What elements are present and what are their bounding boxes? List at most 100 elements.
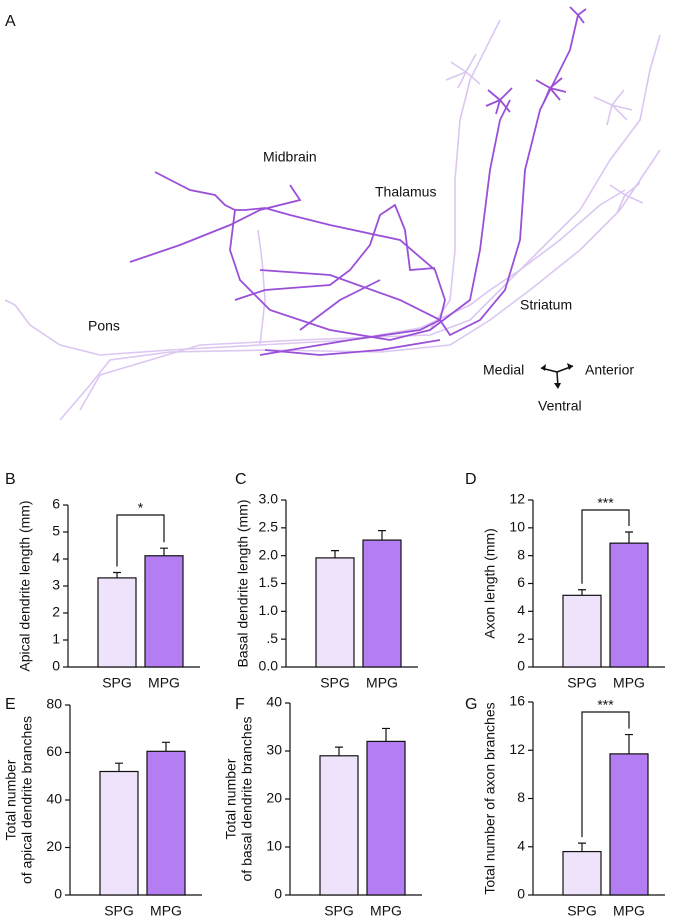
y-tick-label: 3.0 [259, 491, 279, 507]
bar [609, 753, 649, 896]
y-tick-label: 0.0 [259, 658, 279, 674]
panel-label: E [5, 696, 16, 713]
y-axis-label: Axon length (mm) [482, 528, 498, 638]
y-tick-label: 20 [266, 790, 282, 806]
y-tick-label: 2 [517, 630, 525, 646]
error-bar [331, 550, 339, 558]
y-tick-label: 20 [46, 838, 62, 854]
y-tick-label: 12 [509, 491, 525, 507]
panel-label: A [5, 13, 16, 30]
y-tick-label: 40 [46, 791, 62, 807]
y-tick-label: 6 [517, 574, 525, 590]
significance-label: * [138, 500, 144, 516]
y-tick-label: 2.5 [259, 519, 279, 535]
annotation: Pons [88, 318, 120, 334]
y-tick-label: 1 [52, 631, 60, 647]
y-axis-label: of basal dendrite branches [239, 717, 255, 882]
y-tick-label: 10 [509, 519, 525, 535]
bar [562, 594, 602, 668]
panel-label: D [465, 471, 477, 488]
y-tick-label: 60 [46, 743, 62, 759]
y-tick-label: 4 [52, 550, 60, 566]
panel-label: G [465, 696, 477, 713]
annotation: Medial [483, 362, 524, 378]
y-axis-label: Total number [3, 759, 19, 840]
x-tick-label: MPG [366, 675, 398, 691]
error-bar [113, 571, 121, 578]
y-tick-label: 0 [274, 886, 282, 902]
error-bar [160, 547, 168, 556]
x-tick-label: MPG [613, 903, 645, 919]
y-tick-label: 8 [517, 546, 525, 562]
y-tick-label: 80 [46, 696, 62, 712]
y-tick-label: 1.5 [259, 574, 279, 590]
y-axis-label: Total number of axon branches [482, 702, 498, 894]
y-tick-label: 3 [52, 577, 60, 593]
bar [362, 539, 402, 668]
x-tick-label: MPG [150, 903, 182, 919]
y-tick-label: 0 [54, 886, 62, 902]
bar [97, 577, 137, 668]
significance-label: *** [597, 697, 614, 713]
panel-label: B [5, 471, 16, 488]
x-tick-label: SPG [324, 903, 354, 919]
error-bar [382, 727, 390, 742]
panel-label: C [235, 471, 247, 488]
bar [609, 542, 649, 668]
x-tick-label: SPG [567, 903, 597, 919]
x-tick-label: SPG [102, 675, 132, 691]
error-bar [625, 733, 633, 754]
error-bar [625, 531, 633, 544]
error-bar [162, 741, 170, 752]
x-tick-label: SPG [567, 675, 597, 691]
y-tick-label: 0 [517, 658, 525, 674]
y-tick-label: 0 [52, 658, 60, 674]
y-tick-label: .5 [266, 630, 278, 646]
bar [315, 557, 355, 668]
bar [319, 755, 359, 896]
x-tick-label: SPG [320, 675, 350, 691]
panel-label: F [235, 696, 245, 713]
x-tick-label: MPG [613, 675, 645, 691]
significance-bracket [581, 711, 630, 838]
y-axis-label: Total number [223, 758, 239, 839]
y-tick-label: 8 [517, 789, 525, 805]
y-tick-label: 12 [509, 741, 525, 757]
bar [146, 750, 186, 896]
neuron-tracing [4, 6, 661, 421]
y-tick-label: 4 [517, 602, 525, 618]
y-tick-label: 1.0 [259, 602, 279, 618]
y-tick-label: 5 [52, 523, 60, 539]
y-axis-label: Apical dendrite length (mm) [17, 500, 33, 671]
y-tick-label: 6 [52, 496, 60, 512]
significance-label: *** [597, 495, 614, 511]
bar [144, 555, 184, 668]
x-tick-label: SPG [104, 903, 134, 919]
annotation: Striatum [520, 297, 572, 313]
y-tick-label: 16 [509, 693, 525, 709]
significance-bracket [116, 514, 165, 567]
error-bar [578, 842, 586, 852]
x-tick-label: MPG [148, 675, 180, 691]
annotation: Thalamus [375, 184, 436, 200]
y-tick-label: 40 [266, 694, 282, 710]
error-bar [335, 746, 343, 756]
error-bar [578, 589, 586, 596]
y-axis-label: of apical dendrite branches [19, 716, 35, 884]
annotation: Anterior [585, 362, 634, 378]
y-tick-label: 2 [52, 604, 60, 620]
annotation: Ventral [538, 398, 582, 414]
error-bar [378, 530, 386, 541]
bar [562, 850, 602, 896]
bar [366, 740, 406, 896]
y-tick-label: 0 [517, 886, 525, 902]
error-bar [115, 762, 123, 772]
y-tick-label: 10 [266, 838, 282, 854]
significance-bracket [581, 509, 630, 584]
y-tick-label: 2.0 [259, 546, 279, 562]
y-tick-label: 30 [266, 742, 282, 758]
x-tick-label: MPG [370, 903, 402, 919]
bar [99, 770, 139, 896]
annotation: Midbrain [263, 149, 317, 165]
